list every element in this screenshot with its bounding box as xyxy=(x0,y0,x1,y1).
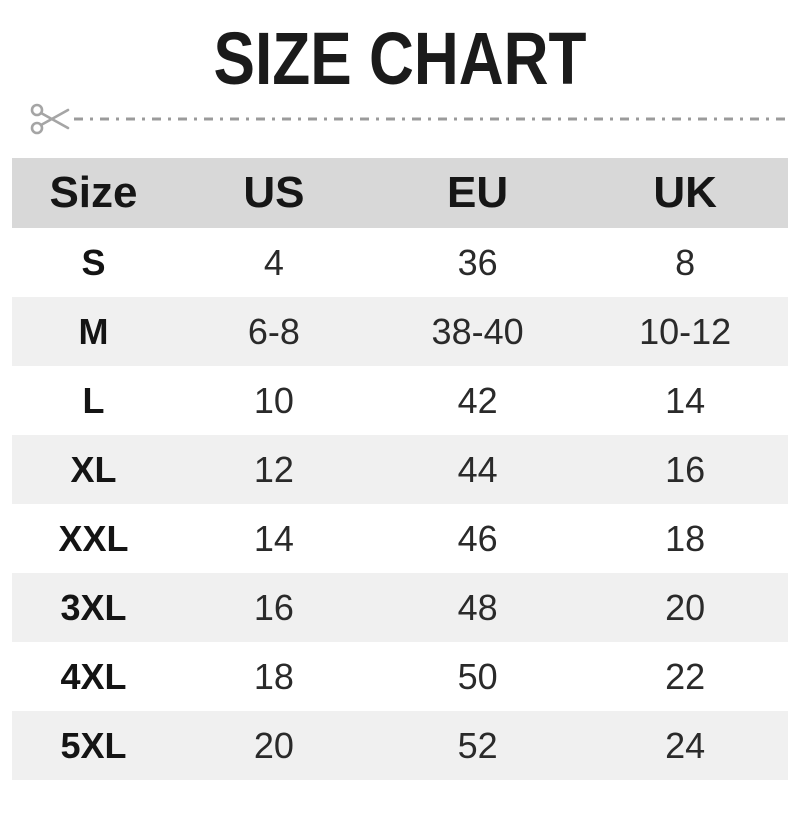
size-cell: 3XL xyxy=(60,586,127,628)
table-row: 4XL 18 50 22 xyxy=(12,642,788,711)
eu-cell: 46 xyxy=(457,517,498,559)
column-header-us: US xyxy=(243,168,305,217)
uk-cell: 10-12 xyxy=(639,310,732,352)
uk-cell: 24 xyxy=(665,724,706,766)
cut-line xyxy=(30,100,788,138)
eu-cell: 42 xyxy=(457,379,498,421)
uk-cell: 16 xyxy=(665,448,706,490)
column-header-eu: EU xyxy=(447,168,509,217)
uk-cell: 18 xyxy=(665,517,706,559)
table-header-row: Size US EU UK xyxy=(12,158,788,228)
size-cell: 5XL xyxy=(60,724,127,766)
us-cell: 4 xyxy=(263,241,284,283)
table-row: M 6-8 38-40 10-12 xyxy=(12,297,788,366)
eu-cell: 44 xyxy=(457,448,498,490)
uk-cell: 22 xyxy=(665,655,706,697)
us-cell: 10 xyxy=(253,379,294,421)
size-cell: XXL xyxy=(58,517,129,559)
eu-cell: 48 xyxy=(457,586,498,628)
us-cell: 20 xyxy=(253,724,294,766)
size-cell: 4XL xyxy=(60,655,127,697)
size-cell: M xyxy=(78,310,109,352)
scissors-icon xyxy=(30,103,70,135)
table-row: XXL 14 46 18 xyxy=(12,504,788,573)
table-row: 5XL 20 52 24 xyxy=(12,711,788,780)
dashed-cut-line xyxy=(74,117,788,121)
table-row: 3XL 16 48 20 xyxy=(12,573,788,642)
size-table: Size US EU UK S 4 36 8 M 6-8 38-40 10-12 L 10 42 14… xyxy=(12,158,788,780)
uk-cell: 14 xyxy=(665,379,706,421)
us-cell: 6-8 xyxy=(247,310,300,352)
table-row: S 4 36 8 xyxy=(12,228,788,297)
eu-cell: 50 xyxy=(457,655,498,697)
column-header-size: Size xyxy=(49,168,138,217)
us-cell: 16 xyxy=(253,586,294,628)
column-header-uk: UK xyxy=(653,168,717,217)
page-title: SIZE CHART xyxy=(213,17,587,100)
eu-cell: 36 xyxy=(457,241,498,283)
table-body: S 4 36 8 M 6-8 38-40 10-12 L 10 42 14 XL 12 44 16 XXL 14 4… xyxy=(12,228,788,780)
uk-cell: 20 xyxy=(665,586,706,628)
eu-cell: 52 xyxy=(457,724,498,766)
us-cell: 14 xyxy=(253,517,294,559)
size-cell: S xyxy=(81,241,106,283)
size-cell: L xyxy=(82,379,105,421)
size-cell: XL xyxy=(70,448,117,490)
eu-cell: 38-40 xyxy=(431,310,524,352)
us-cell: 12 xyxy=(253,448,294,490)
uk-cell: 8 xyxy=(675,241,696,283)
table-row: XL 12 44 16 xyxy=(12,435,788,504)
us-cell: 18 xyxy=(253,655,294,697)
table-row: L 10 42 14 xyxy=(12,366,788,435)
size-chart-page: SIZE CHART Size US EU UK S 4 36 8 M 6-8 38-40 1… xyxy=(0,22,800,822)
